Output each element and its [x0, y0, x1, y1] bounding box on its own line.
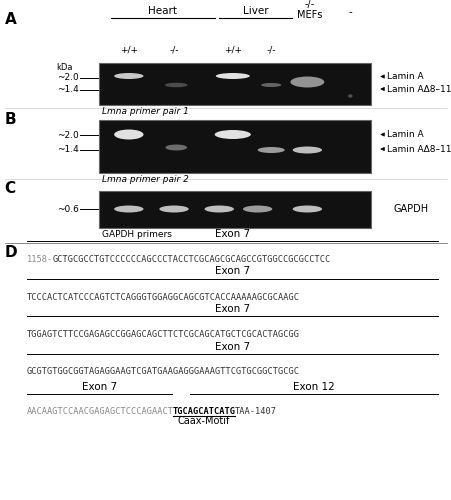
Text: -/-
MEFs: -/- MEFs: [296, 0, 322, 20]
Text: ~0.6: ~0.6: [57, 204, 79, 214]
Text: Heart: Heart: [148, 6, 177, 16]
Text: ~1.4: ~1.4: [57, 146, 79, 154]
Ellipse shape: [292, 146, 321, 154]
Text: Caax-Motif: Caax-Motif: [177, 416, 230, 426]
Ellipse shape: [204, 206, 234, 212]
Text: TCCCACTCATCCCAGTCTCAGGGTGGAGGCAGCGTCACCAAAAAGCGCAAGC: TCCCACTCATCCCAGTCTCAGGGTGGAGGCAGCGTCACCA…: [27, 292, 299, 302]
Text: Exon 7: Exon 7: [215, 304, 250, 314]
Text: Lamin A: Lamin A: [387, 72, 423, 81]
Ellipse shape: [159, 206, 189, 212]
Text: A: A: [5, 12, 16, 28]
Ellipse shape: [257, 147, 284, 153]
Text: TGCAGCATCATG: TGCAGCATCATG: [172, 408, 235, 416]
Ellipse shape: [165, 144, 187, 150]
Ellipse shape: [114, 206, 143, 212]
Text: -/-: -/-: [169, 45, 179, 54]
Text: GCTGCGCCTGTCCCCCCAGCCCTACCTCGCAGCGCAGCCGTGGCCGCGCCTCC: GCTGCGCCTGTCCCCCCAGCCCTACCTCGCAGCGCAGCCG…: [53, 255, 331, 264]
Text: +/+: +/+: [223, 45, 241, 54]
Bar: [99, 120, 370, 172]
Bar: [99, 191, 370, 228]
Ellipse shape: [347, 94, 352, 98]
Text: GCGTGTGGCGGTAGAGGAAGTCGATGAAGAGGGAAAGTTCGTGCGGCTGCGC: GCGTGTGGCGGTAGAGGAAGTCGATGAAGAGGGAAAGTTC…: [27, 368, 299, 376]
Text: Liver: Liver: [242, 6, 267, 16]
Ellipse shape: [165, 82, 187, 87]
Text: -: -: [348, 8, 351, 18]
Ellipse shape: [214, 130, 250, 139]
Text: ~1.4: ~1.4: [57, 86, 79, 94]
Bar: [99, 62, 370, 105]
Text: kDa: kDa: [55, 62, 72, 72]
Text: Exon 7: Exon 7: [215, 342, 250, 351]
Ellipse shape: [292, 206, 321, 212]
Text: Lmna primer pair 2: Lmna primer pair 2: [101, 175, 188, 184]
Ellipse shape: [114, 130, 143, 140]
Text: TGGAGTCTTCCGAGAGCCGGAGCAGCTTCTCGCAGCATGCTCGCACTAGCGG: TGGAGTCTTCCGAGAGCCGGAGCAGCTTCTCGCAGCATGC…: [27, 330, 299, 339]
Text: ~2.0: ~2.0: [57, 73, 79, 82]
Text: Exon 7: Exon 7: [82, 382, 117, 392]
Text: GAPDH: GAPDH: [392, 204, 428, 214]
Ellipse shape: [216, 73, 249, 79]
Ellipse shape: [260, 83, 281, 87]
Text: B: B: [5, 112, 16, 128]
Text: GAPDH primers: GAPDH primers: [101, 230, 171, 239]
Text: Lamin A: Lamin A: [387, 130, 423, 139]
Text: -/-: -/-: [266, 45, 276, 54]
Text: 1158-: 1158-: [27, 255, 53, 264]
Text: D: D: [5, 245, 17, 260]
Text: Lamin AΔ8–11: Lamin AΔ8–11: [387, 84, 451, 94]
Text: Exon 7: Exon 7: [215, 229, 250, 239]
Ellipse shape: [243, 206, 272, 212]
Text: AACAAGTCCAACGAGAGCTCCCAGAACT: AACAAGTCCAACGAGAGCTCCCAGAACT: [27, 408, 174, 416]
Ellipse shape: [114, 73, 143, 79]
Text: TAA-1407: TAA-1407: [235, 408, 276, 416]
Text: ~2.0: ~2.0: [57, 130, 79, 140]
Text: Exon 12: Exon 12: [293, 382, 334, 392]
Text: Lamin AΔ8–11: Lamin AΔ8–11: [387, 144, 451, 154]
Ellipse shape: [290, 76, 324, 88]
Text: +/+: +/+: [120, 45, 138, 54]
Text: Exon 7: Exon 7: [215, 266, 250, 276]
Text: C: C: [5, 181, 16, 196]
Text: Lmna primer pair 1: Lmna primer pair 1: [101, 108, 188, 116]
